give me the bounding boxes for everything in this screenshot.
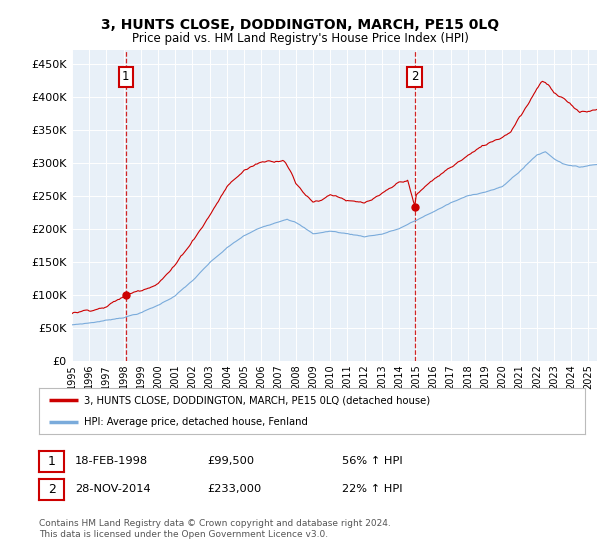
Text: Contains HM Land Registry data © Crown copyright and database right 2024.
This d: Contains HM Land Registry data © Crown c…	[39, 519, 391, 539]
Text: 28-NOV-2014: 28-NOV-2014	[75, 484, 151, 494]
Text: Price paid vs. HM Land Registry's House Price Index (HPI): Price paid vs. HM Land Registry's House …	[131, 32, 469, 45]
Text: 2: 2	[411, 71, 418, 83]
Text: 56% ↑ HPI: 56% ↑ HPI	[342, 456, 403, 466]
Text: 18-FEB-1998: 18-FEB-1998	[75, 456, 148, 466]
Text: 2: 2	[47, 483, 56, 496]
Text: 22% ↑ HPI: 22% ↑ HPI	[342, 484, 403, 494]
Text: 1: 1	[122, 71, 130, 83]
Text: 3, HUNTS CLOSE, DODDINGTON, MARCH, PE15 0LQ (detached house): 3, HUNTS CLOSE, DODDINGTON, MARCH, PE15 …	[84, 395, 430, 405]
Text: 3, HUNTS CLOSE, DODDINGTON, MARCH, PE15 0LQ: 3, HUNTS CLOSE, DODDINGTON, MARCH, PE15 …	[101, 18, 499, 32]
Text: £99,500: £99,500	[207, 456, 254, 466]
Text: £233,000: £233,000	[207, 484, 261, 494]
Text: 1: 1	[47, 455, 56, 468]
Text: HPI: Average price, detached house, Fenland: HPI: Average price, detached house, Fenl…	[84, 417, 308, 427]
